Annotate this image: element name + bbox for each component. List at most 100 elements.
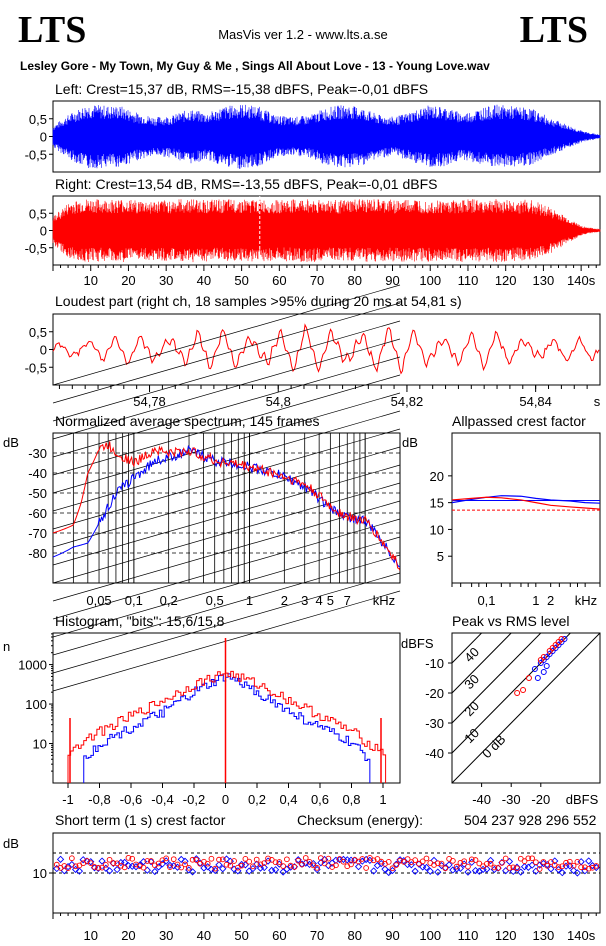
x-tick-label: 0,1 (125, 593, 143, 608)
left-allpass-series (451, 495, 601, 504)
right-short-crest-point (287, 862, 294, 869)
x-tick-label: 100 (419, 928, 441, 943)
left-short-crest-point (434, 868, 442, 876)
allpass-frame (451, 432, 601, 584)
song-title: Lesley Gore - My Town, My Guy & Me , Sin… (20, 59, 490, 73)
spectrum-slope-line (52, 446, 401, 548)
x-tick-label: 130 (533, 928, 555, 943)
x-tick-label: -40 (472, 792, 491, 807)
right-short-crest-point (465, 863, 471, 870)
left-short-crest-point (200, 864, 208, 872)
right-short-crest-point (400, 858, 407, 865)
y-tick-label: 10 (430, 522, 444, 537)
left-short-crest-point (71, 865, 80, 874)
right-short-crest-point (193, 857, 200, 863)
x-tick-label: 50 (234, 928, 248, 943)
left-short-crest-point (426, 867, 434, 875)
x-tick-label: 0,8 (342, 792, 360, 807)
right-short-crest-point (412, 857, 419, 863)
x-tick-label: -1 (62, 792, 74, 807)
app-title: MasVis ver 1.2 - www.lts.a.se (218, 27, 388, 42)
right-short-crest-point (555, 864, 562, 870)
y-tick-label: -30 (28, 446, 47, 461)
crest-diagonal (452, 633, 600, 783)
x-tick-label: 120 (495, 928, 517, 943)
right-short-crest-point (261, 860, 268, 866)
left-short-crest-point (234, 867, 242, 875)
right-short-crest-point (472, 857, 479, 863)
right-short-crest-point (227, 862, 234, 869)
x-tick-label: 140s (567, 273, 596, 288)
allpass-y-label: dB (402, 435, 418, 450)
left-short-crest-point (105, 867, 114, 875)
right-short-crest-point (121, 864, 128, 871)
spectrum-slope-line (52, 464, 401, 566)
right-peak-rms-point (520, 687, 527, 693)
left-short-crest-point (445, 861, 453, 869)
left-short-crest-point (505, 857, 514, 866)
left-short-crest-point (573, 869, 582, 877)
x-tick-label: 2 (281, 593, 288, 608)
left-short-crest-point (256, 864, 265, 872)
left-short-crest-point (177, 855, 185, 864)
right-short-crest-point (453, 863, 460, 870)
right-waveform-series (52, 199, 601, 263)
left-peak-rms-point (537, 660, 544, 666)
left-spectrum-series (53, 445, 400, 568)
x-tick-label: 30 (159, 928, 173, 943)
left-short-crest-point (143, 866, 151, 874)
spectrum-slope-line (52, 500, 401, 602)
left-peak-rms-point (540, 657, 547, 663)
x-tick-label: 110 (458, 928, 479, 943)
right-short-crest-point (499, 860, 505, 866)
spectrum-slope-line (52, 572, 401, 674)
spectrum-slope-line (52, 536, 401, 638)
spectrum-slope-line (52, 554, 401, 656)
right-short-crest-point (370, 857, 377, 864)
y-tick-label: -40 (28, 466, 47, 481)
right-short-crest-point (72, 863, 79, 870)
right-peak-rms-point (537, 657, 544, 663)
right-short-crest-point (185, 864, 192, 871)
right-short-crest-point (182, 861, 188, 868)
right-short-crest-point (397, 857, 403, 864)
left-short-crest-point (226, 857, 234, 865)
right-short-crest-point (548, 859, 554, 865)
diagonal-label: 30 (461, 671, 482, 692)
left-peak-rms-point (531, 666, 538, 672)
right-short-crest-point (125, 855, 132, 861)
right-short-crest-point (148, 858, 154, 864)
x-tick-label: 0,2 (160, 593, 178, 608)
x-tick-label: 0,6 (311, 792, 329, 807)
y-tick-label: 0 (40, 343, 47, 358)
left-short-crest-point (207, 865, 216, 874)
right-short-crest-point (189, 856, 196, 863)
right-short-crest-point (310, 862, 317, 869)
right-short-crest-point (563, 859, 569, 866)
right-short-crest-point (140, 864, 147, 871)
right-short-crest-point (521, 858, 528, 864)
x-tick-label: 3 (301, 593, 308, 608)
right-short-crest-point (582, 864, 588, 871)
right-short-crest-point (238, 862, 245, 869)
right-short-crest-point (438, 860, 445, 867)
right-short-crest-point (53, 861, 60, 868)
x-unit-label: kHz (373, 593, 395, 608)
x-tick-label: 60 (272, 928, 286, 943)
x-tick-label: -0,4 (151, 792, 173, 807)
right-short-crest-point (314, 865, 320, 871)
y-tick-label: 0,5 (29, 112, 47, 127)
right-short-crest-point (257, 861, 264, 868)
right-short-crest-point (306, 859, 313, 865)
right-peak-rms-point (540, 654, 547, 660)
x-tick-label: 2 (547, 593, 554, 608)
y-tick-label: 1000 (18, 658, 47, 673)
left-short-crest-point (204, 863, 212, 871)
y-tick-label: 0 (40, 224, 47, 239)
left-short-crest-point (56, 855, 65, 863)
x-tick-label: 140s (567, 928, 596, 943)
left-peak-rms-point (546, 651, 553, 657)
right-short-crest-point (423, 855, 430, 862)
left-short-crest-point (230, 865, 238, 873)
